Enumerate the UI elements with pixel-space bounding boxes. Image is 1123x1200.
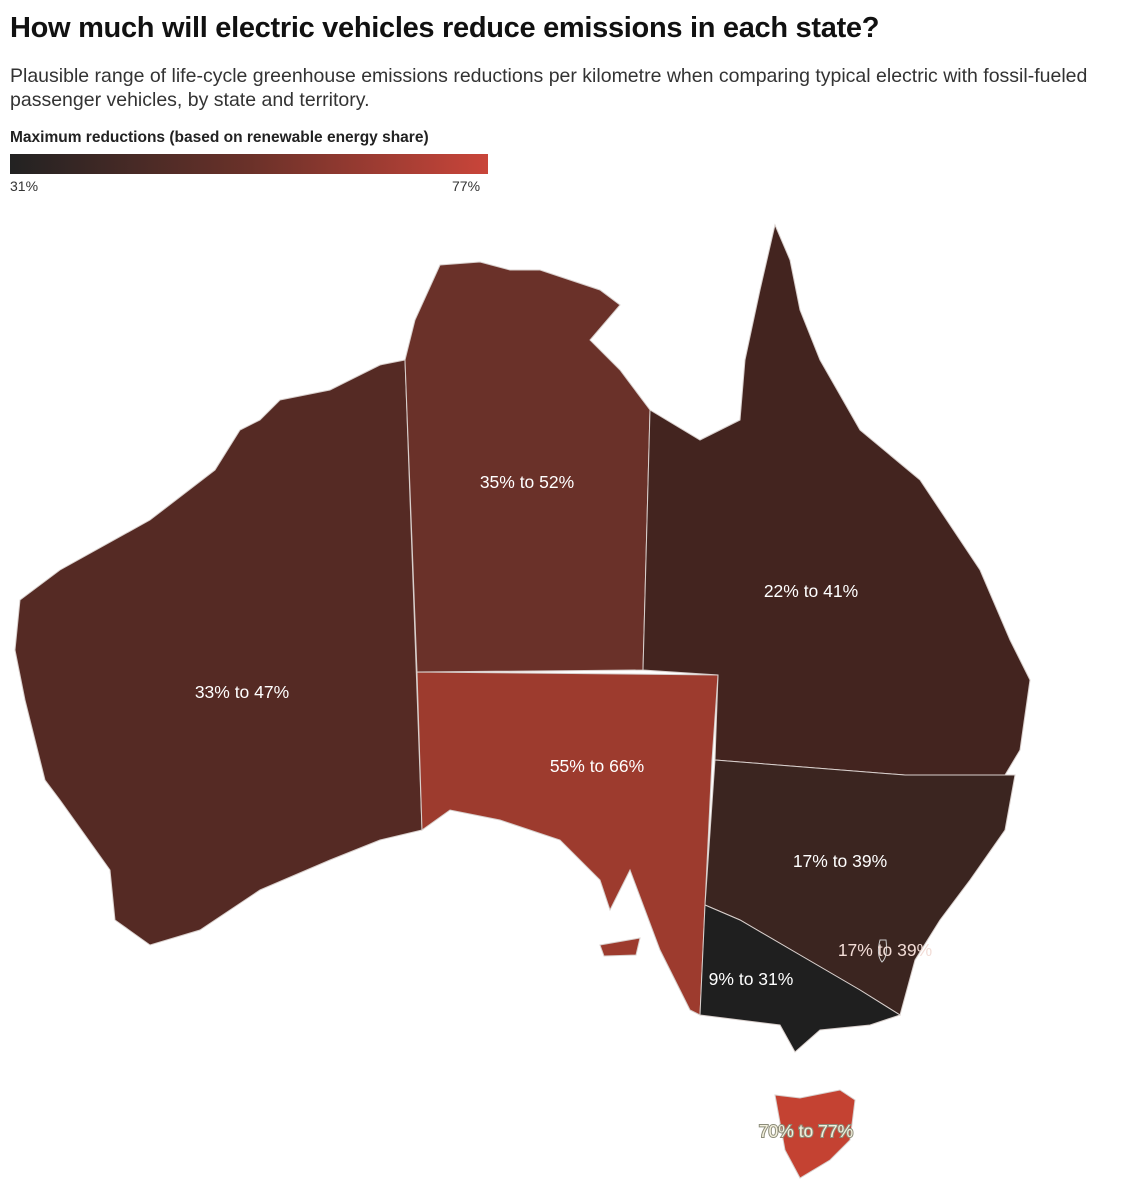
region-victoria[interactable] [699, 904, 902, 1053]
label-tas: 70% to 77% [759, 1121, 853, 1141]
label-vic: 9% to 31% [709, 969, 794, 989]
legend-color-scale [10, 154, 488, 174]
legend-max-label: 77% [452, 178, 481, 194]
region-south-australia[interactable] [416, 671, 719, 1016]
chart-subtitle: Plausible range of life-cycle greenhouse… [10, 65, 1088, 111]
kangaroo-island [599, 937, 641, 957]
region-western-australia[interactable] [14, 359, 423, 946]
region-act-outline[interactable] [877, 939, 887, 963]
label-nt: 35% to 52% [480, 472, 574, 492]
chart-title: How much will electric vehicles reduce e… [10, 12, 880, 44]
label-sa: 55% to 66% [550, 756, 644, 776]
label-nsw: 17% to 39% [793, 851, 887, 871]
region-tasmania[interactable] [774, 1089, 856, 1179]
legend-min-label: 31% [10, 178, 39, 194]
legend-title: Maximum reductions (based on renewable e… [10, 129, 429, 146]
label-act: 17% to 39% [838, 940, 932, 960]
label-qld: 22% to 41% [764, 581, 858, 601]
label-wa: 33% to 47% [195, 682, 289, 702]
region-northern-territory[interactable] [404, 261, 651, 673]
